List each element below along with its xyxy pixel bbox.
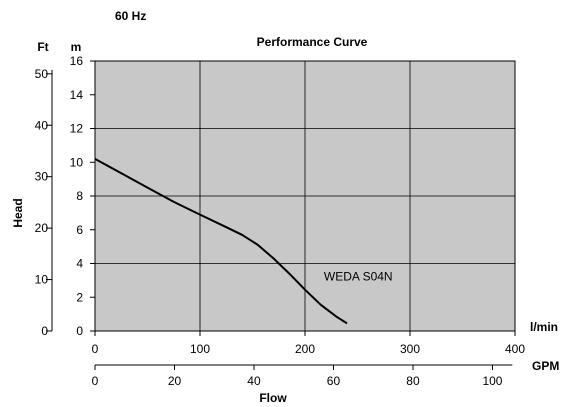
y-unit-secondary: Ft [37,40,48,54]
frequency-label: 60 Hz [115,9,146,23]
y-tick-label-m: 2 [76,290,83,304]
y-axis-label: Head [11,198,25,227]
y-tick-label-m: 16 [70,54,84,68]
y-tick-label-m: 14 [70,88,84,102]
y-tick-label-m: 12 [70,122,84,136]
x-tick-label-lpm: 100 [190,342,210,356]
x-tick-label-gpm: 40 [247,374,261,388]
series-line [94,158,348,325]
y-tick-label-m: 4 [76,257,83,271]
x-tick-label-lpm: 400 [505,342,525,356]
x-tick-label-gpm: 100 [482,374,502,388]
y-tick-label-m: 10 [70,155,84,169]
x-tick-label-gpm: 60 [327,374,341,388]
y-tick-label-m: 0 [76,324,83,338]
x-axis-label: Flow [259,391,287,405]
y-tick-label-m: 6 [76,223,83,237]
x-tick-label-lpm: 200 [295,342,315,356]
y-tick-label-ft: 50 [35,67,49,81]
series-label: WEDA S04N [324,269,393,283]
y-tick-label-ft: 20 [35,221,49,235]
y-tick-label-ft: 10 [35,273,49,287]
x-tick-label-gpm: 20 [168,374,182,388]
y-tick-label-ft: 30 [35,170,49,184]
x-tick-label-lpm: 300 [400,342,420,356]
x-tick-label-gpm: 0 [92,374,99,388]
y-tick-label-m: 8 [76,189,83,203]
y-tick-label-ft: 40 [35,118,49,132]
x-tick-label-lpm: 0 [92,342,99,356]
y-unit-primary: m [71,40,82,54]
x-unit-primary: l/min [530,320,558,334]
y-tick-label-ft: 0 [41,324,48,338]
x-unit-secondary: GPM [532,359,559,373]
chart-title: Performance Curve [257,35,368,49]
x-tick-label-gpm: 80 [406,374,420,388]
